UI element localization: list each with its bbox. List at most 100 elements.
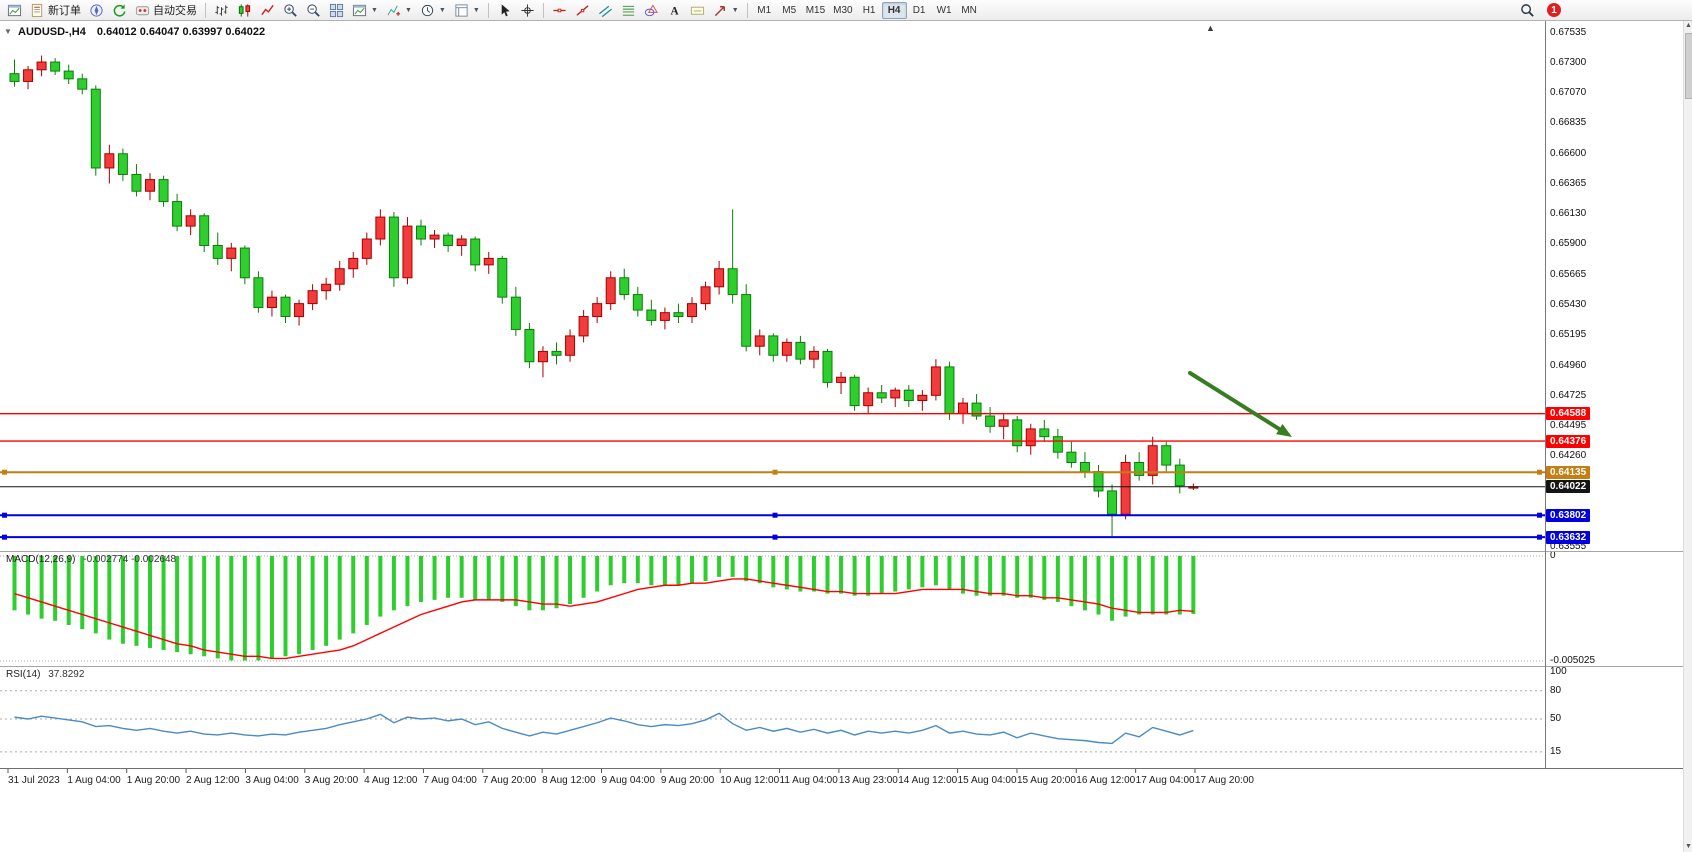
pivot-line-handle[interactable]	[772, 469, 778, 475]
svg-text:15 Aug 04:00: 15 Aug 04:00	[958, 775, 1017, 786]
search-button[interactable]	[1516, 1, 1539, 20]
vertical-scrollbar[interactable]: ▲ ▼	[1683, 21, 1692, 852]
macd-signal-line	[14, 578, 1194, 660]
line-chart-button[interactable]	[256, 1, 279, 20]
time-axis-line	[0, 768, 1683, 769]
crosshair-button[interactable]	[516, 1, 539, 20]
dropdown-arrow-icon[interactable]: ▼	[404, 6, 412, 14]
search-icon	[1520, 3, 1535, 18]
refresh-icon	[112, 3, 127, 18]
chart-symbol-label: AUDUSD-,H4 0.64012 0.64047 0.63997 0.640…	[18, 26, 265, 38]
dropdown-arrow-icon[interactable]: ▼	[731, 6, 739, 14]
periods-button[interactable]: ▼	[416, 1, 450, 20]
timeframe-H1[interactable]: H1	[857, 2, 882, 19]
auto-trading-button-label: 自动交易	[153, 5, 197, 17]
template-icon	[454, 3, 469, 18]
new-order-button[interactable]: 新订单	[26, 1, 85, 20]
candlestick-chart-button[interactable]	[233, 1, 256, 20]
equidistant-channel-button[interactable]	[594, 1, 617, 20]
svg-text:1 Aug 04:00: 1 Aug 04:00	[67, 775, 121, 786]
zoomin-icon	[283, 3, 298, 18]
one-click-trading-toggle[interactable]: ▼	[4, 27, 12, 36]
indicators-button[interactable]: ▼	[382, 1, 416, 20]
support-line-2-handle[interactable]	[772, 534, 778, 540]
trendline-button[interactable]	[571, 1, 594, 20]
timeframe-M15[interactable]: M15	[802, 2, 829, 19]
svg-text:13 Aug 23:00: 13 Aug 23:00	[839, 775, 898, 786]
scrollbar-down-arrow[interactable]: ▼	[1685, 843, 1692, 850]
indicator-icon	[386, 3, 401, 18]
toolbar-separator	[746, 2, 748, 18]
svg-text:14 Aug 12:00: 14 Aug 12:00	[898, 775, 957, 786]
zoom-out-button[interactable]	[302, 1, 325, 20]
price-tick-label: 0.64960	[1550, 359, 1587, 371]
dropdown-arrow-icon[interactable]: ▼	[371, 6, 378, 14]
svg-text:16 Aug 12:00: 16 Aug 12:00	[1076, 775, 1135, 786]
timeframe-H4[interactable]: H4	[881, 1, 907, 19]
timeframe-M30[interactable]: M30	[829, 2, 856, 19]
shapes-icon	[644, 3, 659, 18]
horizontal-lines[interactable]	[0, 412, 1545, 540]
support-line-1-price-badge: 0.63802	[1546, 508, 1591, 522]
svg-text:31 Jul 2023: 31 Jul 2023	[8, 775, 60, 786]
chart-shift-marker[interactable]: ▲	[1206, 23, 1215, 33]
cursor-button[interactable]	[493, 1, 516, 20]
timeframe-D1[interactable]: D1	[907, 2, 932, 19]
dropdown-arrow-icon[interactable]: ▼	[472, 6, 480, 14]
macd-title: MACD(12,26,9)	[6, 554, 76, 565]
support-line-2-handle[interactable]	[2, 534, 7, 540]
auto-trading-button[interactable]: 自动交易	[131, 1, 201, 20]
price-tick-label: 0.64725	[1550, 389, 1587, 401]
rsi-title: RSI(14)	[6, 669, 41, 680]
timeframe-W1[interactable]: W1	[932, 2, 957, 19]
new-chart-button[interactable]: ▼	[348, 1, 382, 20]
bar-chart-button[interactable]	[210, 1, 233, 20]
horizontal-line-button[interactable]	[548, 1, 571, 20]
refresh-charts-button[interactable]	[108, 1, 131, 20]
support-line-1-handle[interactable]	[772, 512, 778, 518]
neworder-icon	[30, 3, 45, 18]
timeframe-M5[interactable]: M5	[777, 2, 802, 19]
new-order-button-label: 新订单	[48, 5, 81, 17]
text-button[interactable]: A	[663, 1, 686, 20]
notification-badge[interactable]: 1	[1547, 3, 1561, 17]
arrows-button[interactable]: ▼	[709, 1, 743, 20]
pivot-line-handle[interactable]	[1537, 469, 1542, 475]
price-chart-canvas[interactable]: 31 Jul 2023 1 Aug 04:00 1 Aug 20:00 2 Aug 1…	[0, 21, 1545, 852]
main-toolbar: 新订单 自动交易 ▼ ▼ ▼ ▼ A ▼ M1 M5 M15 M30 H1 H4 D1 W1 MN 1	[0, 0, 1692, 21]
trend-arrow[interactable]	[1188, 371, 1292, 437]
svg-text:3 Aug 04:00: 3 Aug 04:00	[245, 775, 299, 786]
support-line-2-handle[interactable]	[1537, 534, 1542, 540]
support-line-1-handle[interactable]	[2, 512, 7, 518]
rsi-axis-label: 15	[1550, 745, 1562, 757]
tline-icon	[575, 3, 590, 18]
timeframe-MN[interactable]: MN	[957, 2, 982, 19]
tile-windows-button[interactable]	[325, 1, 348, 20]
svg-text:10 Aug 12:00: 10 Aug 12:00	[720, 775, 779, 786]
macd-axis-label: -0.005025	[1550, 655, 1596, 666]
shapes-button[interactable]	[640, 1, 663, 20]
templates-button[interactable]: ▼	[450, 1, 484, 20]
indicator-gridlines	[0, 555, 1545, 753]
price-tick-label: 0.65900	[1550, 238, 1587, 250]
price-tick-label: 0.67070	[1550, 87, 1587, 99]
chart-window-button[interactable]	[3, 1, 26, 20]
pivot-line-handle[interactable]	[2, 469, 7, 475]
support-line-1-handle[interactable]	[1537, 512, 1542, 518]
panel-separator-rsi[interactable]	[0, 666, 1683, 667]
navigator-button[interactable]	[85, 1, 108, 20]
panel-separator-macd[interactable]	[0, 551, 1683, 552]
autotrading-icon	[135, 3, 150, 18]
scrollbar-thumb[interactable]	[1685, 33, 1692, 99]
scrollbar-up-arrow[interactable]: ▲	[1685, 22, 1692, 29]
fibonacci-retracement-button[interactable]	[617, 1, 640, 20]
time-axis-labels: 31 Jul 2023 1 Aug 04:00 1 Aug 20:00 2 Aug 1…	[7, 768, 1254, 786]
text-label-button[interactable]	[686, 1, 709, 20]
rsi-label: RSI(14) 37.8292	[6, 669, 84, 680]
timeframe-M1[interactable]: M1	[752, 2, 777, 19]
dropdown-arrow-icon[interactable]: ▼	[438, 6, 446, 14]
zoom-in-button[interactable]	[279, 1, 302, 20]
price-axis[interactable]: 0.67535 0.67300 0.67070 0.66835 0.66600 0.663…	[1546, 21, 1683, 852]
chart-window[interactable]: 31 Jul 2023 1 Aug 04:00 1 Aug 20:00 2 Aug 1…	[0, 21, 1545, 852]
